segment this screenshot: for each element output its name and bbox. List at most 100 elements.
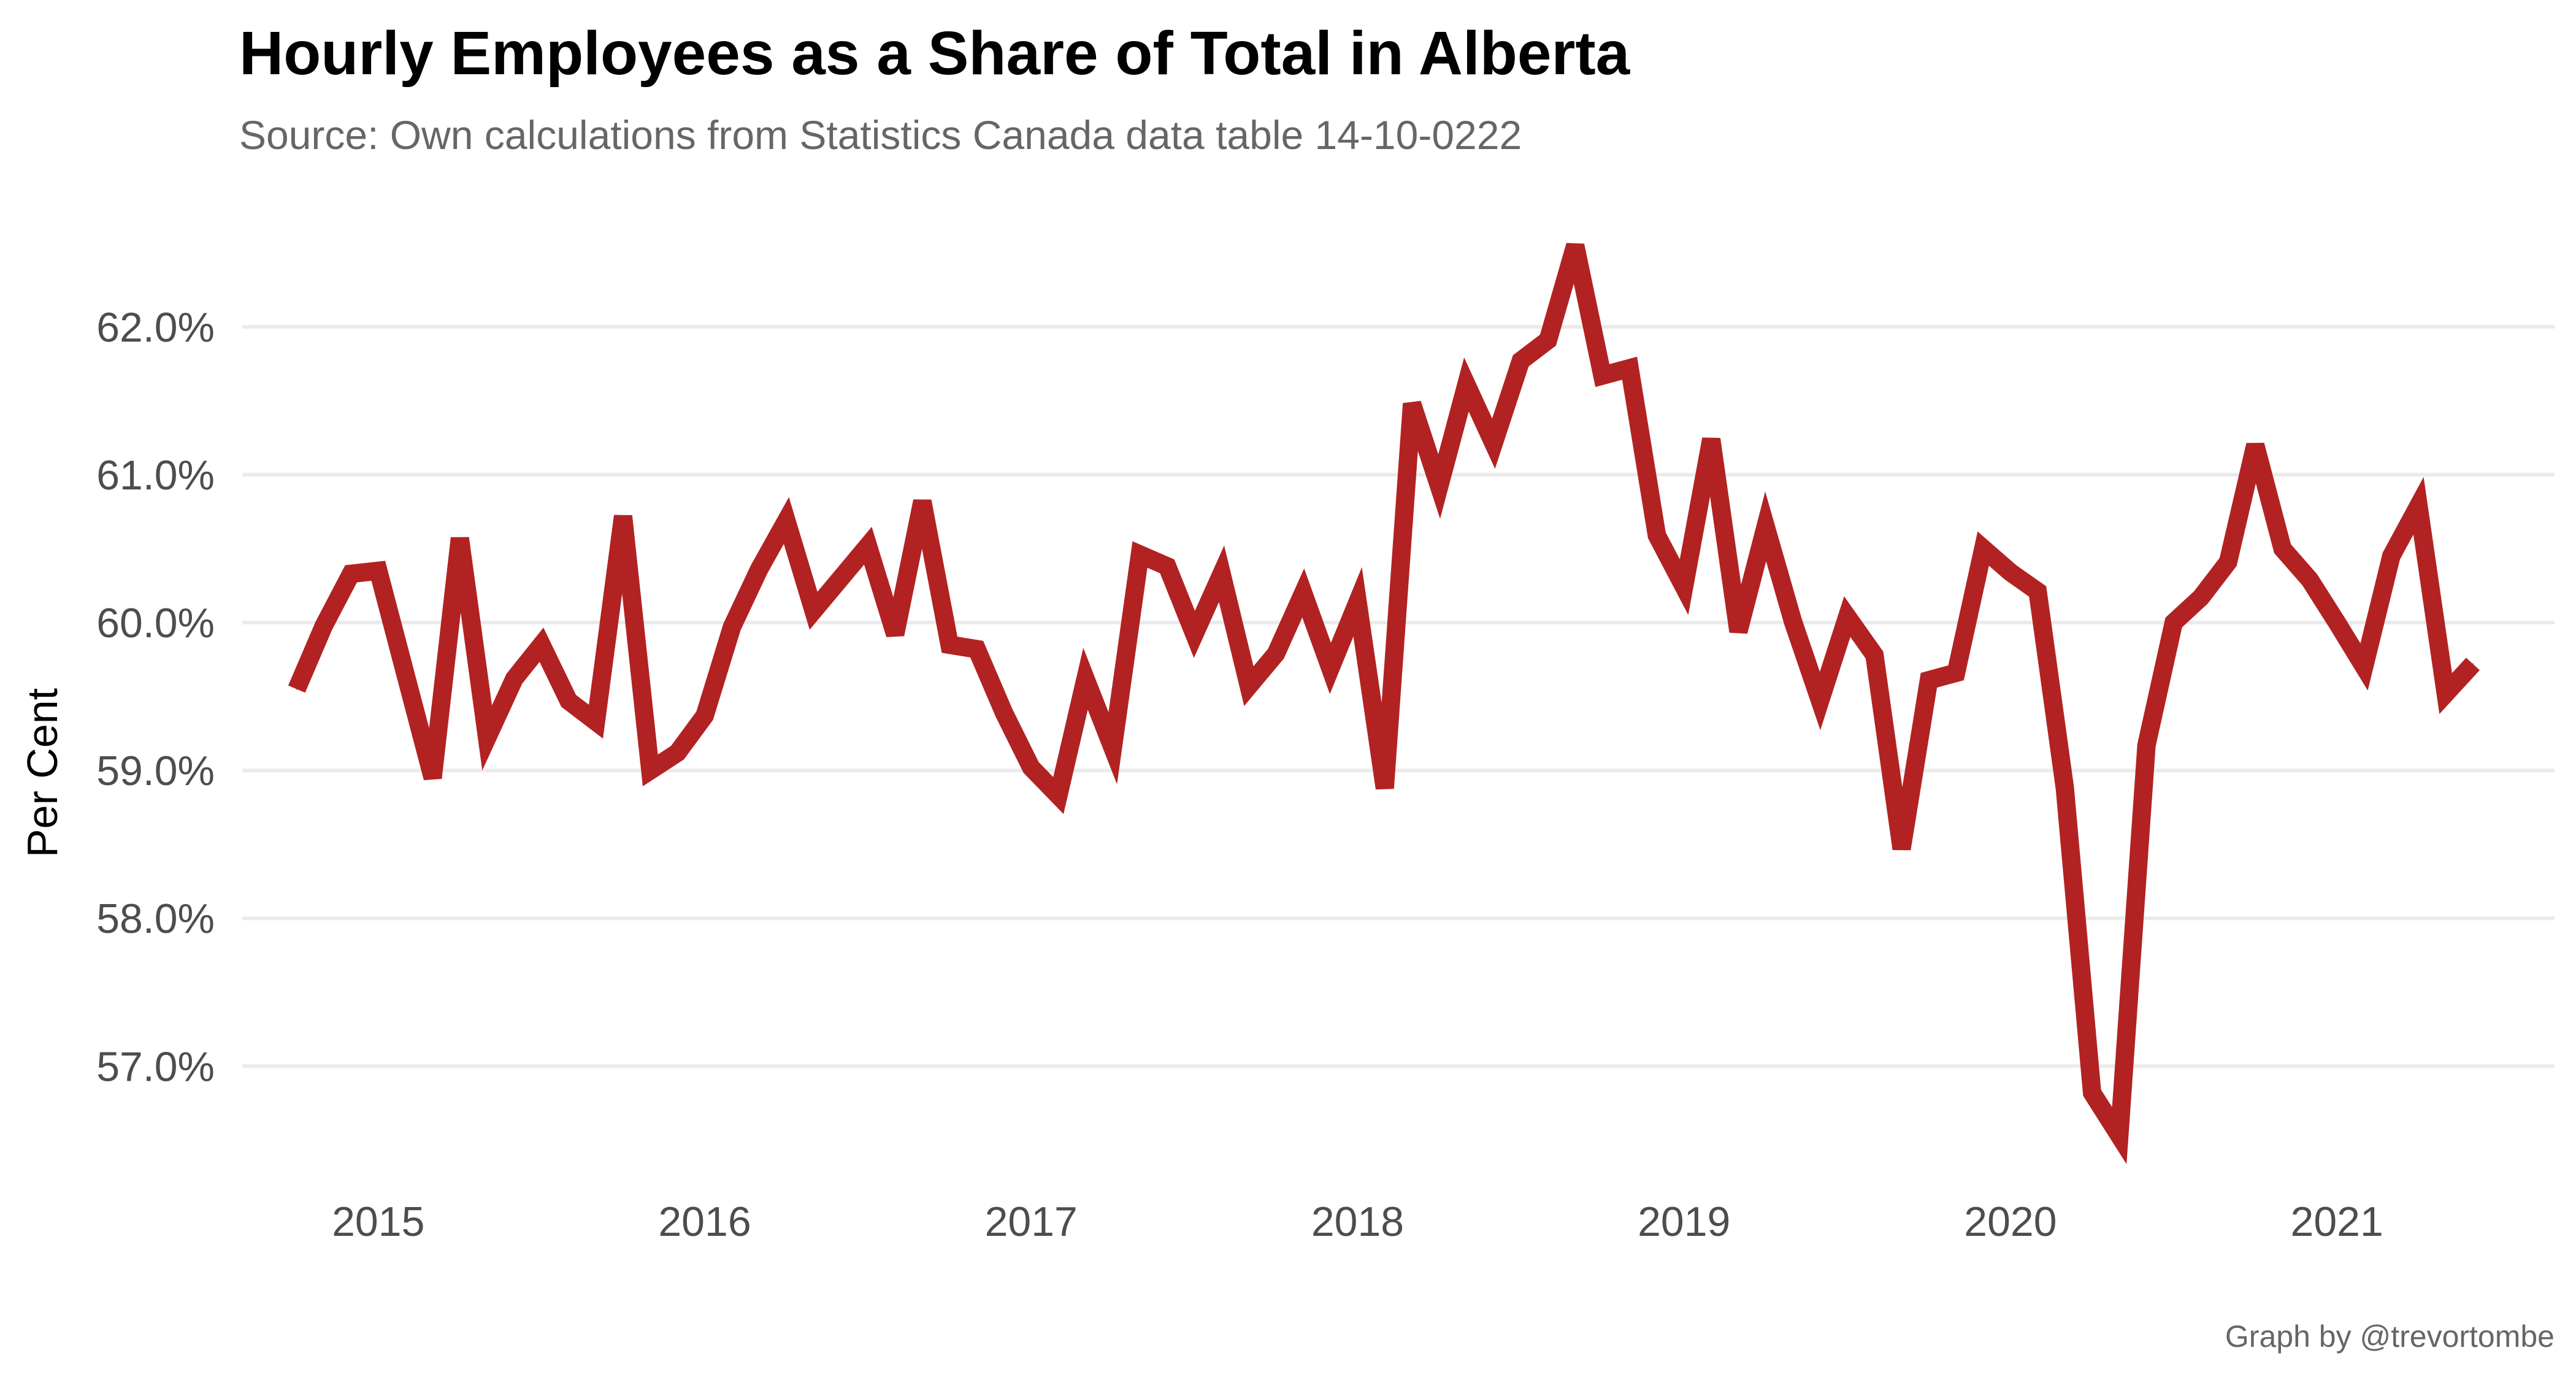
x-tick-label: 2017 [985,1198,1078,1245]
x-tick-label: 2016 [658,1198,751,1245]
data-point [622,515,624,517]
data-point [2255,444,2256,446]
data-point [1629,367,1630,369]
series-group [288,243,2480,1165]
data-point [1084,678,1086,680]
data-point [432,777,434,779]
data-point [1656,534,1658,536]
data-point [2445,692,2447,694]
data-point [2418,505,2420,507]
data-point [595,721,597,723]
x-axis-ticks: 2015 2016 2017 2018 2019 2020 2021 [332,1198,2383,1245]
data-point [867,545,869,546]
data-point [1248,685,1250,687]
data-point [1493,443,1495,445]
data-point [921,500,923,502]
data-point [1357,601,1359,603]
data-point [731,626,733,628]
data-point [2390,555,2392,557]
data-point [704,715,705,716]
data-point [1982,548,1984,550]
data-point [1438,486,1440,488]
data-point [2200,597,2202,599]
x-tick-label: 2019 [1638,1198,1730,1245]
data-point [1221,573,1222,575]
data-point [1112,748,1114,749]
data-point [513,678,515,680]
data-point [758,569,760,570]
data-point [2282,548,2283,550]
data-point [1275,653,1277,654]
data-point [1928,680,1930,681]
data-point [540,644,542,646]
y-tick-label: 58.0% [96,895,215,942]
data-point [1874,654,1876,656]
data-point [786,519,788,521]
data-point [323,624,325,626]
data-point [2091,1092,2093,1094]
data-point [1194,634,1195,635]
data-point [949,644,951,646]
data-point [1901,848,1903,849]
y-tick-label: 59.0% [96,748,215,794]
y-axis-label: Per Cent [18,688,66,857]
y-axis-ticks: 57.0% 58.0% 59.0% 60.0% 61.0% 62.0% [96,304,215,1090]
data-point [377,570,379,572]
x-tick-label: 2018 [1311,1198,1404,1245]
data-point [2118,1135,2120,1137]
x-tick-label: 2015 [332,1198,424,1245]
data-point [2472,663,2474,665]
data-point [1465,383,1467,385]
data-point [1601,375,1603,377]
data-point [2064,788,2066,789]
data-point [1139,554,1141,556]
data-point [1411,403,1413,405]
data-point [976,648,978,650]
data-point [2309,579,2310,581]
data-point [2009,572,2011,573]
data-point [459,537,461,539]
data-point [1003,712,1005,714]
data-point [1792,620,1794,622]
data-point [2173,622,2175,623]
y-tick-label: 61.0% [96,452,215,499]
data-point [1683,586,1685,588]
data-point [894,634,896,635]
data-point [1520,360,1522,362]
data-point [1057,795,1059,797]
data-point [1302,592,1304,594]
data-point [1030,767,1032,769]
data-point [1574,245,1576,247]
data-point [1846,616,1848,618]
data-point [813,610,815,611]
data-point [350,573,352,575]
data-point [1384,788,1386,789]
y-tick-label: 60.0% [96,600,215,646]
data-point [1711,439,1712,440]
data-point [840,577,841,579]
chart-subtitle: Source: Own calculations from Statistics… [239,112,1522,158]
y-tick-label: 62.0% [96,304,215,351]
data-point [2037,591,2039,592]
data-point [1330,667,1332,669]
data-point [2145,745,2147,746]
x-tick-label: 2020 [1964,1198,2057,1245]
data-point [1819,700,1821,702]
y-tick-label: 57.0% [96,1043,215,1090]
data-point [2336,622,2338,623]
data-point [1547,339,1549,341]
data-point [486,737,488,739]
data-point [2227,561,2229,563]
chart-title: Hourly Employees as a Share of Total in … [239,19,1630,88]
data-point [1738,631,1739,632]
series-line [288,243,2480,1165]
data-point [1167,565,1168,567]
data-point [296,688,297,690]
x-tick-label: 2021 [2291,1198,2383,1245]
data-point [1765,526,1766,527]
data-point [677,752,678,754]
chart-caption: Graph by @trevortombe [2225,1319,2555,1354]
data-point [650,770,651,772]
data-point [1955,672,1957,673]
